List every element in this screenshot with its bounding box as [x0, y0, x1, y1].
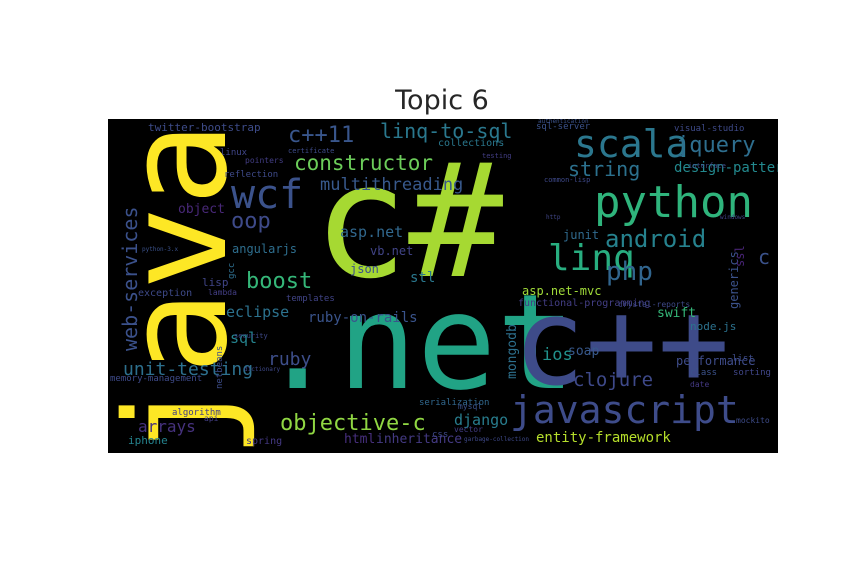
- word: soap: [568, 344, 600, 359]
- word: performance: [676, 354, 756, 368]
- word: boost: [246, 269, 313, 294]
- word: lisp: [202, 276, 229, 289]
- word: wcf: [231, 172, 304, 218]
- word: junit: [563, 228, 600, 242]
- word: json: [350, 262, 379, 276]
- word: authentication: [538, 119, 589, 125]
- word: asp.net-mvc: [522, 284, 602, 298]
- word: web-services: [118, 206, 142, 352]
- word: stl: [410, 270, 436, 286]
- word: twitter-bootstrap: [148, 121, 261, 134]
- word: android: [605, 225, 707, 253]
- word: mongodb: [505, 324, 520, 379]
- word: algorithm: [172, 408, 221, 418]
- word: interface: [688, 162, 726, 170]
- word: unit-testing: [123, 359, 254, 380]
- word: entity-framework: [536, 430, 671, 446]
- word: .net: [258, 266, 576, 420]
- word: css: [432, 430, 449, 440]
- word: mockito: [736, 416, 770, 425]
- word: python: [594, 177, 753, 228]
- word: windows: [720, 214, 746, 221]
- word: linq: [548, 238, 635, 279]
- word: lambda: [208, 288, 237, 297]
- word: javascript: [510, 388, 739, 432]
- word: ruby: [268, 349, 312, 370]
- word: php: [606, 257, 653, 287]
- word: angularjs: [232, 242, 298, 256]
- word: serialization: [419, 398, 490, 408]
- word: class: [690, 368, 718, 378]
- word: constructor: [294, 151, 434, 175]
- word: c#: [313, 130, 504, 314]
- word: linux: [220, 148, 248, 158]
- word: iphone: [128, 434, 168, 447]
- word: python-3.x: [142, 246, 179, 253]
- word: oop: [231, 209, 271, 234]
- word: spring: [246, 436, 283, 447]
- word: asp.net: [340, 223, 404, 241]
- word: crystal-reports: [618, 300, 691, 309]
- word: ssl: [733, 245, 747, 267]
- word: pointers: [245, 156, 284, 165]
- word: memory-management: [110, 374, 203, 384]
- word: vb.net: [370, 244, 414, 258]
- word: sql: [230, 329, 258, 347]
- word: sql-server: [536, 122, 591, 132]
- word: list: [732, 354, 754, 364]
- word: object: [178, 202, 225, 217]
- word: eclipse: [226, 303, 290, 321]
- word: objective-c: [280, 411, 426, 436]
- word: ios: [542, 345, 573, 365]
- word: jquery: [676, 133, 756, 158]
- word: testing: [482, 152, 512, 160]
- word: vector: [454, 425, 483, 434]
- word: multithreading: [320, 175, 464, 195]
- word: functional-programming: [518, 298, 651, 309]
- word: c++: [513, 274, 730, 413]
- word: linq-to-sql: [380, 119, 513, 143]
- word: arrays: [138, 417, 196, 436]
- word: templates: [286, 294, 335, 304]
- word: c: [758, 245, 771, 269]
- word: security: [234, 332, 268, 340]
- word: inheritance: [376, 432, 463, 447]
- word: api: [204, 414, 219, 423]
- word-cloud: c# .net java c++ javascript python scala…: [108, 119, 778, 453]
- word: swift: [657, 306, 697, 321]
- word: certificate: [288, 147, 335, 155]
- word: ruby-on-rails: [308, 310, 418, 326]
- word: date: [690, 380, 710, 389]
- word: http: [546, 214, 561, 221]
- word: gcc: [227, 262, 237, 279]
- word: common-lisp: [544, 176, 591, 184]
- word: exception: [138, 288, 193, 299]
- word: node.js: [690, 320, 737, 333]
- word: mysql: [458, 402, 483, 411]
- word: django: [454, 411, 509, 429]
- plot-title: Topic 6: [395, 85, 489, 116]
- word: c++11: [288, 123, 355, 148]
- word: collections: [438, 138, 505, 149]
- word: sorting: [733, 368, 771, 378]
- word: scala: [574, 122, 689, 166]
- word: reflection: [224, 170, 279, 180]
- word: html: [344, 432, 376, 447]
- word: dictionary: [244, 366, 281, 373]
- word: visual-studio: [674, 124, 745, 134]
- word: clojure: [573, 369, 654, 391]
- word: design-patterns: [674, 160, 778, 176]
- word: string: [568, 157, 641, 181]
- word: garbage-collection: [464, 436, 530, 443]
- word: netbeans: [215, 345, 225, 389]
